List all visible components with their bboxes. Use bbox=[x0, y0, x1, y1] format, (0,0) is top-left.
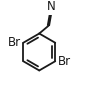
Text: N: N bbox=[46, 0, 55, 13]
Text: Br: Br bbox=[8, 36, 21, 49]
Text: Br: Br bbox=[57, 55, 70, 68]
